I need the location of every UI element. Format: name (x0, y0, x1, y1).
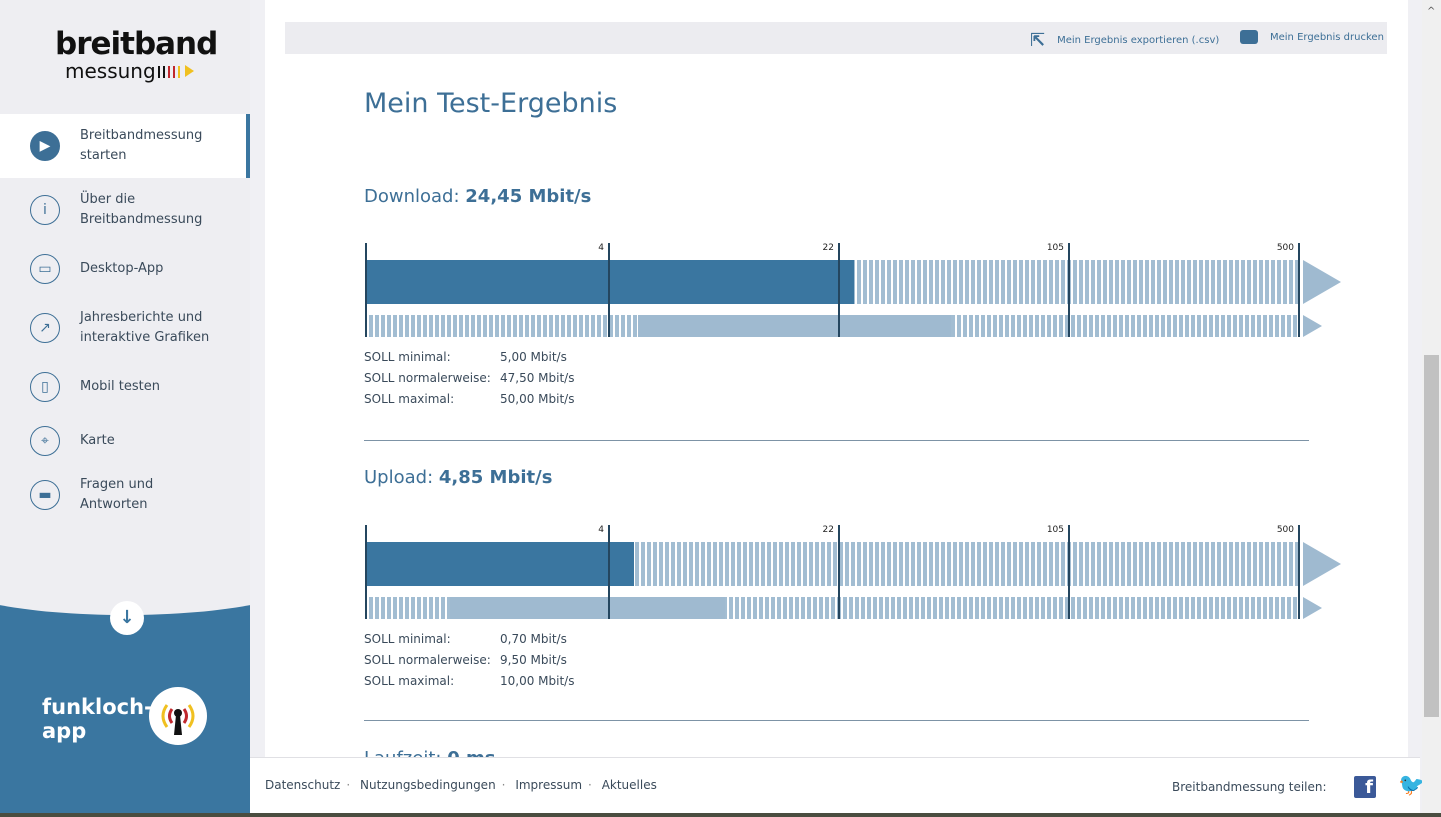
scale-tick (1068, 243, 1070, 337)
upload-heading: Upload: 4,85 Mbit/s (364, 467, 553, 488)
footer-link-aktuelles[interactable]: Aktuelles (601, 778, 657, 792)
scale-tick (838, 525, 840, 619)
scale-start-tick (365, 525, 367, 619)
scale-tick (608, 525, 610, 619)
funkloch-app-link[interactable]: funkloch-app (42, 695, 153, 743)
divider (364, 720, 1309, 721)
sidebar-item-2[interactable]: i Über die Breitbandmessung (0, 182, 250, 238)
scale-tick (838, 243, 840, 337)
scroll-up-icon[interactable]: ^ (1427, 6, 1436, 17)
chat-icon: ▬ (30, 480, 60, 510)
soll-arrow-icon (1303, 597, 1322, 619)
tick-label: 105 (1046, 525, 1064, 535)
soll-row: SOLL minimal: 0,70 Mbit/s (364, 632, 567, 646)
download-soll-list: SOLL minimal: 5,00 Mbit/s SOLL normalerwei… (364, 347, 574, 410)
soll-row: SOLL maximal: 50,00 Mbit/s (364, 392, 575, 406)
export-csv-button[interactable]: ⇱ Mein Ergebnis exportieren (.csv) (1030, 30, 1220, 51)
sidebar-item-5[interactable]: ▯ Mobil testen (0, 370, 250, 404)
upload-soll-list: SOLL minimal: 0,70 Mbit/s SOLL normalerwei… (364, 629, 574, 692)
scroll-down-button[interactable]: ↓ (110, 601, 144, 635)
export-icon: ⇱ (1030, 30, 1046, 51)
info-icon: i (30, 195, 60, 225)
tick-label: 22 (822, 525, 834, 535)
sidebar-item-6[interactable]: ⌖ Karte (0, 420, 250, 462)
funkloch-antenna-icon[interactable] (149, 687, 207, 745)
tick-label: 4 (598, 525, 604, 535)
chart-icon: ↗ (30, 313, 60, 343)
share-label: Breitbandmessung teilen: (1172, 780, 1327, 794)
sidebar-item-1[interactable]: ▶ Breitbandmessung starten (0, 114, 250, 178)
phone-icon: ▯ (30, 372, 60, 402)
scale-arrow-icon (1303, 542, 1341, 586)
play-icon: ▶ (30, 131, 60, 161)
measured-bar (365, 542, 634, 586)
footer-link-impressum[interactable]: Impressum (515, 778, 583, 792)
soll-range-bar (450, 597, 725, 619)
map-pin-icon: ⌖ (30, 426, 60, 456)
soll-row: SOLL normalerweise: 9,50 Mbit/s (364, 653, 567, 667)
tick-label: 500 (1276, 243, 1294, 253)
main-content: ⇱ Mein Ergebnis exportieren (.csv) Mein E… (265, 0, 1408, 760)
download-heading: Download: 24,45 Mbit/s (364, 186, 592, 207)
logo-bars-icon (157, 60, 183, 82)
soll-arrow-icon (1303, 315, 1322, 337)
scale-start-tick (365, 243, 367, 337)
tick-label: 105 (1046, 243, 1064, 253)
twitter-icon[interactable]: 🐦 (1398, 773, 1426, 798)
scale-tick (1068, 525, 1070, 619)
tick-label: 500 (1276, 525, 1294, 535)
sidebar-item-4[interactable]: ↗ Jahresberichte und interaktive Grafiken (0, 300, 250, 356)
soll-row: SOLL minimal: 5,00 Mbit/s (364, 350, 567, 364)
breitbandmessung-logo[interactable]: breitband messung (55, 26, 218, 83)
print-button[interactable]: Mein Ergebnis drucken (1240, 30, 1384, 44)
sidebar-item-7[interactable]: ▬ Fragen und Antworten (0, 474, 250, 516)
scale-tick (608, 243, 610, 337)
scale-arrow-icon (1303, 260, 1341, 304)
page-title: Mein Test-Ergebnis (364, 88, 618, 119)
sidebar: breitband messung ▶ Breitbandmessung star… (0, 0, 250, 813)
soll-row: SOLL normalerweise: 47,50 Mbit/s (364, 371, 575, 385)
scrollbar-thumb[interactable] (1424, 355, 1439, 717)
divider (364, 440, 1309, 441)
facebook-icon[interactable]: f (1354, 776, 1376, 798)
scale-tick (1298, 525, 1300, 619)
tick-label: 4 (598, 243, 604, 253)
footer-link-nutzungsbedingungen[interactable]: Nutzungsbedingungen (360, 778, 496, 792)
footer: Datenschutz · Nutzungsbedingungen · Impres… (250, 757, 1425, 813)
printer-icon (1240, 30, 1258, 44)
result-toolbar: ⇱ Mein Ergebnis exportieren (.csv) Mein E… (285, 22, 1387, 54)
tick-label: 22 (822, 243, 834, 253)
soll-row: SOLL maximal: 10,00 Mbit/s (364, 674, 575, 688)
soll-range-bar (638, 315, 952, 337)
logo-arrow-icon (184, 65, 194, 77)
scale-tick (1298, 243, 1300, 337)
footer-link-datenschutz[interactable]: Datenschutz (265, 778, 341, 792)
sidebar-item-3[interactable]: ▭ Desktop-App (0, 250, 250, 288)
monitor-icon: ▭ (30, 254, 60, 284)
